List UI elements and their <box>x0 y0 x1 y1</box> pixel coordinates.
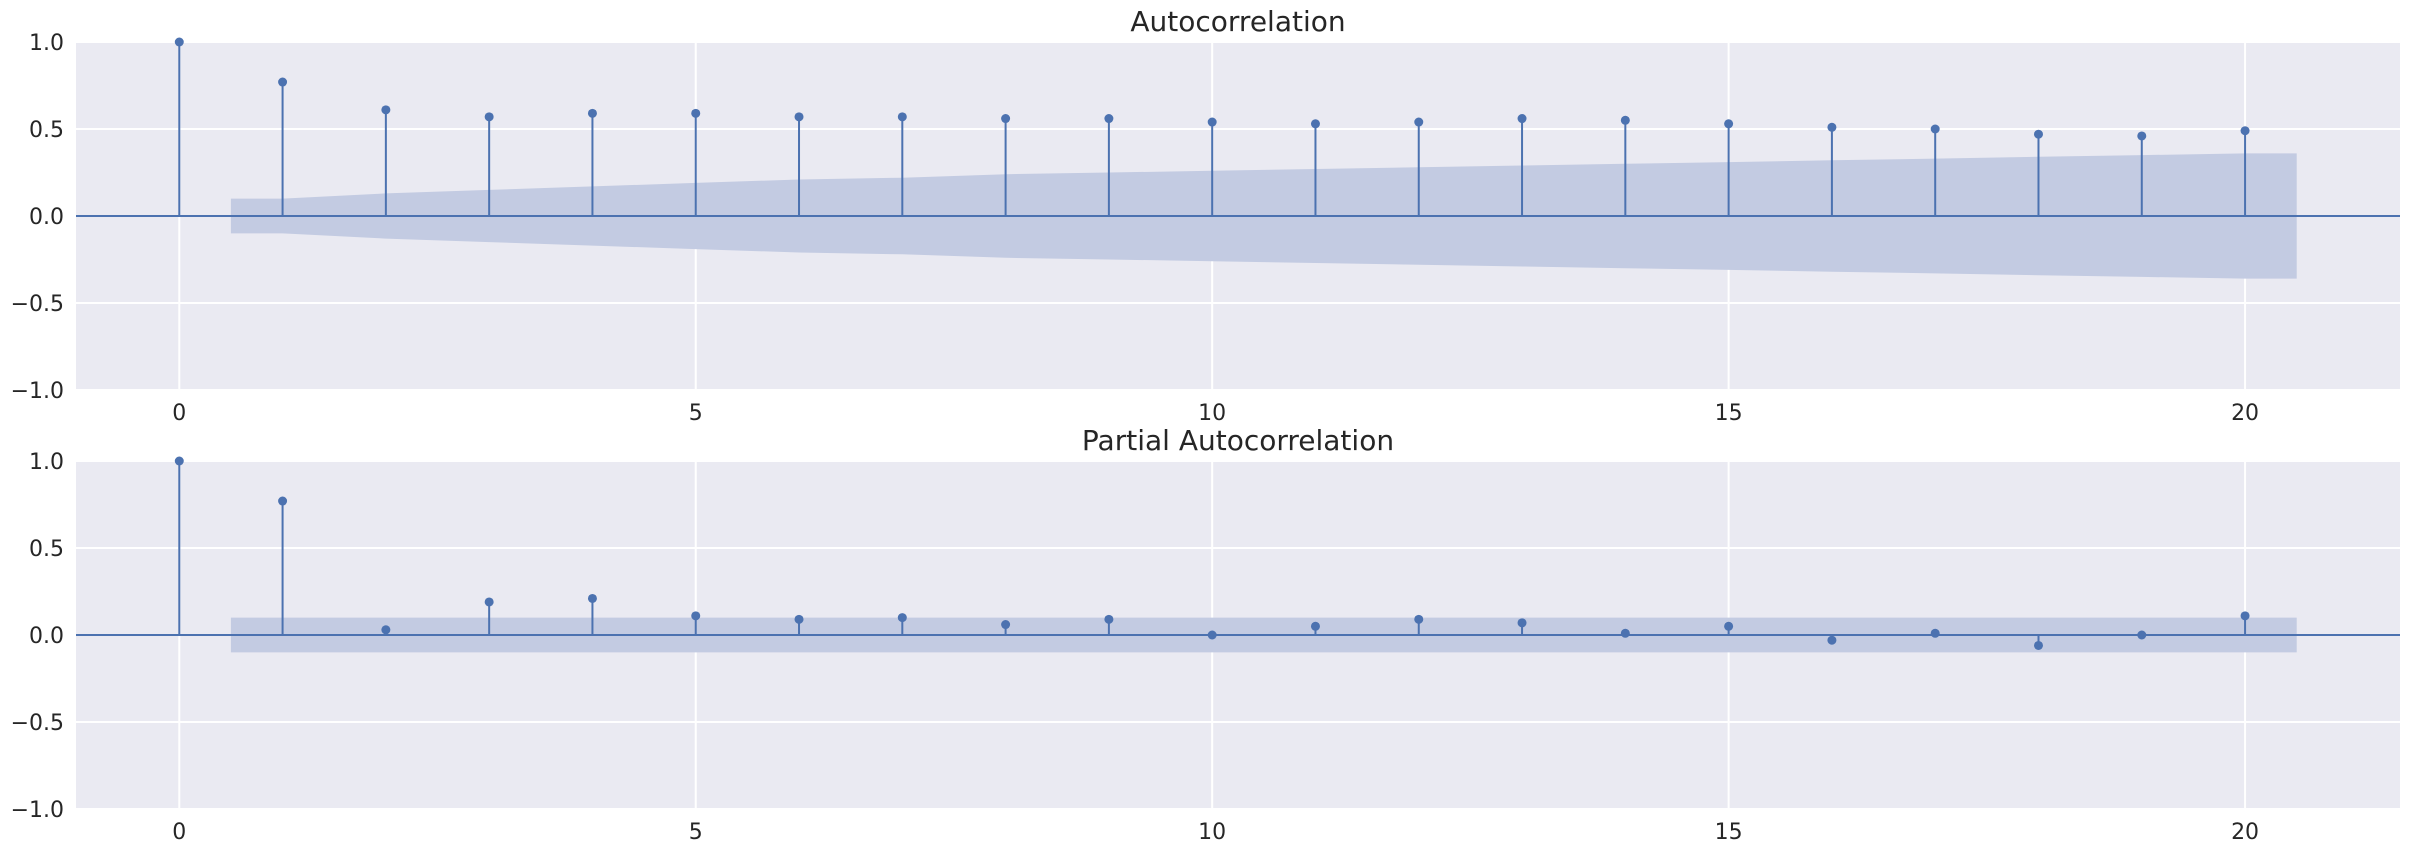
pacf-point-lag-12 <box>1414 614 1424 624</box>
pacf-point-lag-16 <box>1827 635 1837 645</box>
pacf-x-tick-labels: 0 5 10 15 20 <box>172 820 2259 845</box>
pacf-point-lag-3 <box>484 597 494 607</box>
acf-point-lag-1 <box>278 77 288 87</box>
acf-xtick-label-10: 10 <box>1198 401 1226 426</box>
pacf-point-lag-14 <box>1620 628 1630 638</box>
pacf-panel: 1.0 0.5 0.0 −0.5 −1.0 0 5 10 15 20 Partial Autoc… <box>11 424 2400 845</box>
acf-stems <box>174 37 2250 216</box>
pacf-ytick-label-2: 0.0 <box>29 624 64 649</box>
pacf-xtick-label-10: 10 <box>1198 820 1226 845</box>
acf-point-lag-2 <box>381 105 391 115</box>
acf-point-lag-18 <box>2033 129 2043 139</box>
acf-point-lag-9 <box>1104 114 1114 124</box>
acf-point-lag-4 <box>587 108 597 118</box>
pacf-point-lag-11 <box>1310 621 1320 631</box>
acf-xtick-label-5: 5 <box>689 401 703 426</box>
acf-point-lag-6 <box>794 112 804 122</box>
acf-ytick-label-0: 1.0 <box>29 31 64 56</box>
acf-point-lag-7 <box>897 112 907 122</box>
pacf-point-lag-15 <box>1724 621 1734 631</box>
acf-xtick-label-15: 15 <box>1715 401 1743 426</box>
acf-point-lag-13 <box>1517 114 1527 124</box>
acf-ytick-label-4: −1.0 <box>11 379 64 404</box>
pacf-point-lag-17 <box>1930 628 1940 638</box>
pacf-point-lag-8 <box>1001 620 1011 630</box>
pacf-y-tick-labels: 1.0 0.5 0.0 −0.5 −1.0 <box>11 450 64 823</box>
acf-ytick-label-3: −0.5 <box>11 292 64 317</box>
pacf-ytick-label-0: 1.0 <box>29 450 64 475</box>
acf-panel: 1.0 0.5 0.0 −0.5 −1.0 0 5 10 15 20 Autocorrelati… <box>11 5 2400 426</box>
pacf-xtick-label-20: 20 <box>2231 820 2259 845</box>
pacf-xtick-label-0: 0 <box>172 820 186 845</box>
pacf-ytick-label-1: 0.5 <box>29 537 64 562</box>
pacf-xtick-label-5: 5 <box>689 820 703 845</box>
acf-x-tick-labels: 0 5 10 15 20 <box>172 401 2259 426</box>
acf-ytick-label-1: 0.5 <box>29 118 64 143</box>
acf-xtick-label-20: 20 <box>2231 401 2259 426</box>
acf-point-lag-15 <box>1724 119 1734 129</box>
acf-point-lag-3 <box>484 112 494 122</box>
pacf-ytick-label-3: −0.5 <box>11 711 64 736</box>
pacf-point-lag-9 <box>1104 614 1114 624</box>
pacf-point-lag-5 <box>691 611 701 621</box>
acf-point-lag-14 <box>1620 115 1630 125</box>
acf-point-lag-11 <box>1310 119 1320 129</box>
acf-point-lag-10 <box>1207 117 1217 127</box>
pacf-point-lag-13 <box>1517 618 1527 628</box>
acf-point-lag-0 <box>174 37 184 47</box>
pacf-stems <box>174 456 2250 650</box>
acf-point-lag-19 <box>2137 131 2147 141</box>
acf-point-lag-12 <box>1414 117 1424 127</box>
pacf-point-lag-7 <box>897 613 907 623</box>
pacf-point-lag-1 <box>278 496 288 506</box>
pacf-point-lag-10 <box>1207 630 1217 640</box>
pacf-xtick-label-15: 15 <box>1715 820 1743 845</box>
acf-point-lag-16 <box>1827 122 1837 132</box>
pacf-title: Partial Autocorrelation <box>1082 424 1394 457</box>
pacf-point-lag-19 <box>2137 630 2147 640</box>
pacf-point-lag-6 <box>794 614 804 624</box>
pacf-point-lag-18 <box>2033 640 2043 650</box>
pacf-point-lag-4 <box>587 593 597 603</box>
pacf-point-lag-0 <box>174 456 184 466</box>
acf-ytick-label-2: 0.0 <box>29 205 64 230</box>
pacf-ytick-label-4: −1.0 <box>11 798 64 823</box>
acf-point-lag-20 <box>2240 126 2250 136</box>
acf-title: Autocorrelation <box>1130 5 1345 38</box>
acf-y-tick-labels: 1.0 0.5 0.0 −0.5 −1.0 <box>11 31 64 404</box>
acf-point-lag-8 <box>1001 114 1011 124</box>
acf-xtick-label-0: 0 <box>172 401 186 426</box>
pacf-point-lag-2 <box>381 625 391 635</box>
acf-point-lag-5 <box>691 108 701 118</box>
acf-point-lag-17 <box>1930 124 1940 134</box>
pacf-point-lag-20 <box>2240 611 2250 621</box>
